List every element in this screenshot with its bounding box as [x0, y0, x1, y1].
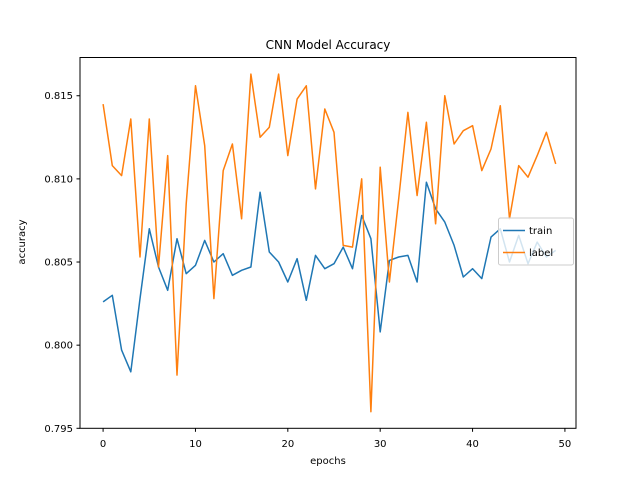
series-lines	[102, 73, 557, 413]
y-tick-label: 0.810	[44, 174, 73, 185]
x-tick-label: 50	[559, 439, 572, 450]
x-tick-label: 20	[281, 439, 294, 450]
x-tick-label: 30	[374, 439, 387, 450]
train-line	[102, 181, 557, 373]
y-axis-label: accuracy	[17, 219, 28, 264]
y-tick-label: 0.800	[44, 341, 73, 352]
legend-label-label: label	[529, 248, 553, 259]
plot-border	[79, 57, 577, 429]
y-tick-label: 0.815	[44, 91, 73, 102]
y-tick-label: 0.795	[44, 424, 73, 435]
legend: train label	[498, 217, 574, 266]
x-tick-label: 0	[100, 439, 106, 450]
x-axis-label: epochs	[310, 456, 346, 467]
legend-train-label: train	[529, 226, 552, 237]
x-tick-label: 40	[466, 439, 479, 450]
label-line	[102, 73, 557, 413]
chart-title: CNN Model Accuracy	[266, 38, 391, 52]
y-tick-label: 0.805	[44, 258, 73, 269]
axis-ticks: 0 10 20 30 40 50 0.795 0.800 0.805 0.810 0.815	[44, 91, 571, 450]
x-tick-label: 10	[189, 439, 202, 450]
